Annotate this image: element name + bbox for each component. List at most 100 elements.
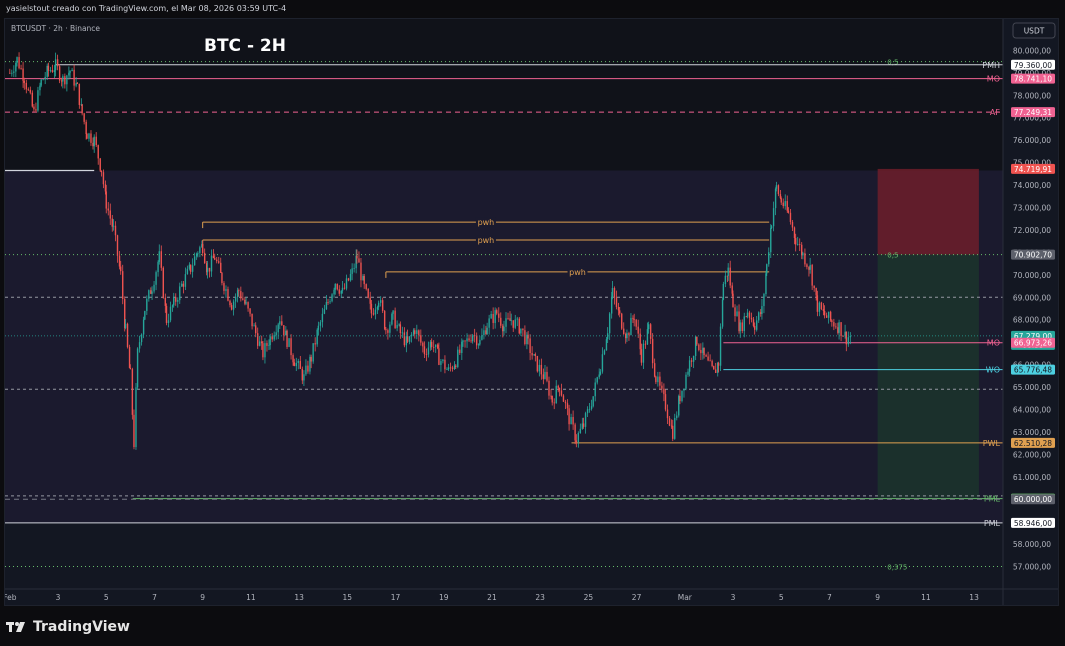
candle-body [430,341,433,347]
candle-body [83,113,85,122]
candle-body [387,330,389,333]
candle-body [766,264,768,274]
chart-panel[interactable]: 0,5 0,5 0,375 pwh pwh pwh PMH MO AF MO WO PWL PML PML… [4,18,1059,606]
candle-body [201,244,204,253]
candle-body [329,301,331,303]
candle-body [310,356,312,362]
candle-body [229,300,231,306]
candle-body [546,371,548,381]
candle-body [230,305,233,310]
candle-body [653,363,656,377]
candle-body [405,336,408,346]
candle-body [269,336,271,346]
candle-body [780,198,782,203]
candle-body [124,323,127,329]
candle-body [292,355,294,363]
candle-body [606,333,609,340]
candle-body [120,266,122,272]
candle-body [544,371,546,379]
time-tick-label: 13 [294,593,304,602]
candle-body [403,332,406,346]
candle-body [577,433,580,443]
candle-body [303,374,305,381]
candle-body [784,201,786,207]
candle-body [750,317,753,320]
candle-body [635,319,637,327]
level-label: MO [987,339,1000,348]
candle-body [321,313,324,323]
price-tick-label: 58.000,00 [1013,540,1051,549]
candle-body [809,265,811,270]
candle-body [666,409,669,419]
candle-body [223,283,225,291]
candle-body [825,315,828,318]
footer: TradingView [6,616,130,638]
candle-body [44,76,46,80]
price-badge-text: 66.973,26 [1014,339,1052,348]
candle-body [372,313,375,315]
candle-body [820,302,823,310]
candle-body [610,297,613,314]
candle-body [560,390,563,396]
candle-body [705,355,707,357]
price-badge [1011,73,1055,84]
candle-body [772,208,775,227]
price-tick-label: 63.000,00 [1013,428,1051,437]
candle-body [314,343,316,345]
price-tick-label: 80.000,00 [1013,46,1051,55]
candle-body [676,415,678,419]
candle-body [283,325,285,336]
candle-body [56,59,59,67]
candle-body [829,311,832,321]
time-tick-label: 11 [246,593,256,602]
candle-body [245,302,247,304]
candle-body [268,345,270,346]
candle-body [526,334,528,345]
candle-body [566,403,569,409]
price-tick-label: 72.000,00 [1013,226,1051,235]
candle-body [557,385,559,388]
candle-body [462,340,464,342]
candle-body [418,330,420,336]
candle-body [601,354,604,372]
candle-body [738,311,740,332]
candle-body [806,264,808,268]
time-tick-label: 17 [391,593,401,602]
price-tick-label: 61.000,00 [1013,473,1051,482]
candle-body [630,317,632,336]
candle-body [427,347,430,355]
candle-body [51,70,54,72]
candle-body [775,185,778,189]
attribution-bar: yasielstout creado con TradingView.com, … [0,0,1065,18]
candle-body [711,360,713,367]
candle-body [588,408,591,410]
price-tick-label: 74.000,00 [1013,181,1051,190]
candle-body [333,289,335,295]
candle-body [422,342,424,347]
time-tick-label: 3 [56,593,61,602]
candle-body [621,313,623,329]
candle-body [307,365,309,372]
candle-body [85,121,87,135]
candle-body [446,369,448,371]
candle-body [694,336,697,356]
candle-body [81,104,83,114]
candle-body [765,273,767,295]
price-tick-label: 69.000,00 [1013,293,1051,302]
candle-body [379,300,382,303]
candle-body [423,346,426,355]
candle-body [568,408,570,425]
candlestick-chart[interactable]: 0,5 0,5 0,375 pwh pwh pwh PMH MO AF MO WO PWL PML PML… [5,19,1058,605]
candle-body [470,340,472,342]
candle-body [148,290,150,299]
price-badge-text: 77.249,31 [1014,108,1052,117]
candle-body [80,104,83,106]
candle-body [18,57,20,69]
candle-body [212,255,215,259]
time-tick-label: 19 [439,593,449,602]
candle-body [533,354,535,356]
candle-body [842,335,844,337]
candle-body [257,333,259,346]
candle-body [358,258,360,263]
candle-body [78,83,81,105]
